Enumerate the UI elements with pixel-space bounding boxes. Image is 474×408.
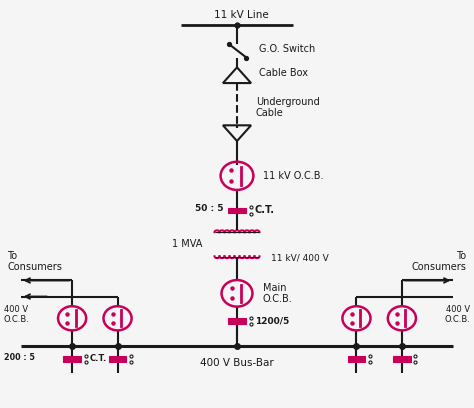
Text: 1200/5: 1200/5 [255, 316, 289, 325]
Text: 1 MVA: 1 MVA [173, 239, 203, 249]
Text: 11 kV Line: 11 kV Line [214, 10, 269, 20]
Text: 400 V Bus-Bar: 400 V Bus-Bar [200, 358, 274, 368]
Text: To
Consumers: To Consumers [8, 251, 63, 273]
Text: 11 kV/ 400 V: 11 kV/ 400 V [271, 254, 329, 263]
Bar [347, 356, 365, 361]
Text: To
Consumers: To Consumers [411, 251, 466, 273]
Text: G.O. Switch: G.O. Switch [259, 44, 316, 54]
Text: C.T.: C.T. [255, 206, 275, 215]
Text: Underground
Cable: Underground Cable [256, 97, 319, 118]
Text: 200 : 5: 200 : 5 [4, 353, 35, 362]
Bar [228, 208, 246, 213]
Bar [63, 356, 81, 361]
Text: 400 V
O.C.B.: 400 V O.C.B. [4, 304, 29, 324]
Text: 50 : 5: 50 : 5 [195, 204, 224, 213]
Text: C.T.: C.T. [90, 355, 107, 364]
Text: 11 kV O.C.B.: 11 kV O.C.B. [263, 171, 323, 181]
Bar [228, 318, 246, 324]
Text: Main
O.C.B.: Main O.C.B. [263, 283, 292, 304]
Text: 400 V
O.C.B.: 400 V O.C.B. [445, 304, 470, 324]
Bar [393, 356, 411, 361]
Bar [109, 356, 127, 361]
Text: Cable Box: Cable Box [259, 68, 309, 78]
